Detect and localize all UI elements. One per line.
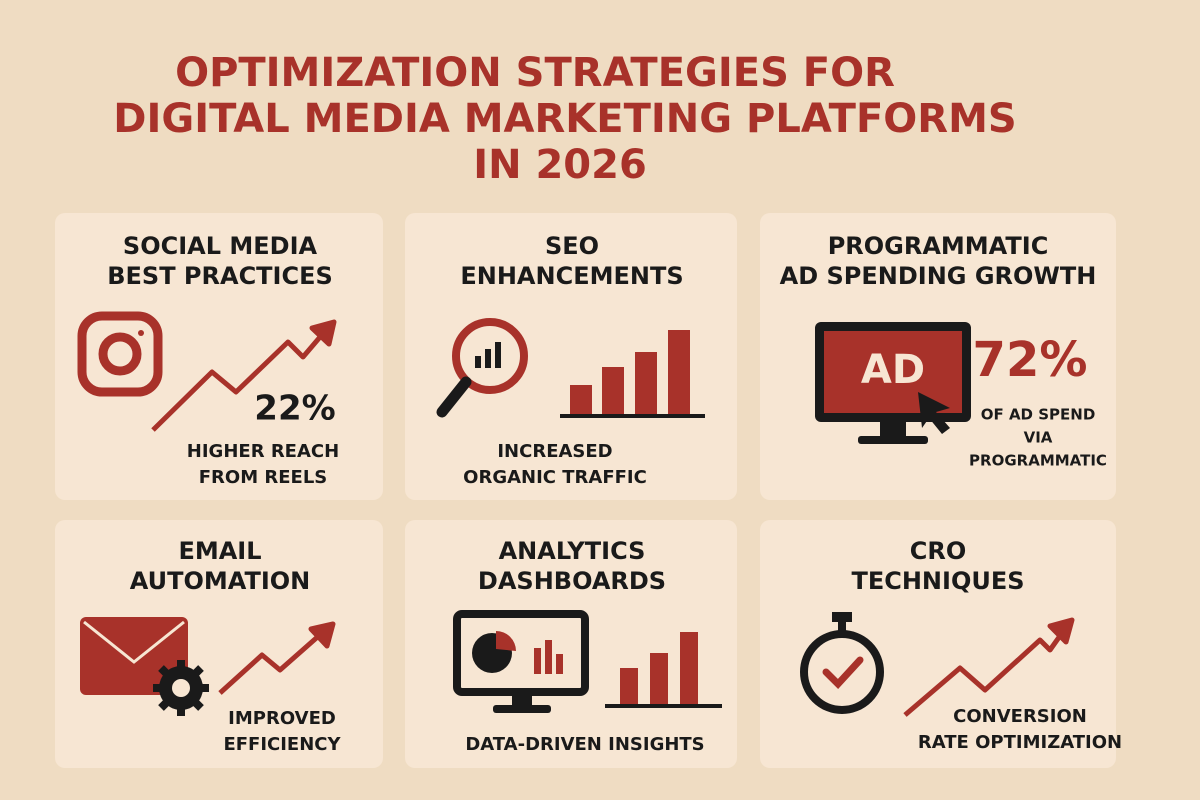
magnifier-icon — [436, 318, 528, 418]
caption: EFFICIENCY — [223, 734, 341, 755]
card — [405, 213, 737, 500]
card — [55, 520, 383, 768]
bar-icon — [560, 330, 705, 418]
monitor-icon — [815, 322, 971, 444]
caption: IMPROVED — [228, 708, 336, 729]
card-title: ENHANCEMENTS — [460, 262, 683, 290]
page-title: IN 2026 — [473, 142, 647, 188]
icon-label: AD — [861, 347, 925, 393]
card-title: AD SPENDING GROWTH — [780, 262, 1097, 290]
stat: 22% — [254, 389, 335, 429]
trend-arrow — [218, 621, 336, 695]
card-title: AUTOMATION — [130, 567, 310, 595]
caption: RATE OPTIMIZATION — [918, 732, 1122, 753]
card-title: SEO — [545, 232, 599, 260]
caption: FROM REELS — [199, 467, 328, 488]
card-title: BEST PRACTICES — [107, 262, 333, 290]
card-title: DASHBOARDS — [478, 567, 666, 595]
email-icon — [80, 617, 209, 716]
card — [55, 213, 383, 500]
caption: ORGANIC TRAFFIC — [463, 467, 647, 488]
card-title: SOCIAL MEDIA — [123, 232, 318, 260]
caption: OF AD SPEND — [981, 406, 1096, 424]
trend-arrow — [903, 617, 1075, 717]
instagram-icon — [77, 311, 163, 397]
page-title: DIGITAL MEDIA MARKETING PLATFORMS — [113, 96, 1016, 142]
trend-arrow — [151, 319, 337, 432]
card-title: TECHNIQUES — [851, 567, 1024, 595]
card-title: CRO — [910, 537, 967, 565]
caption: HIGHER REACH — [187, 441, 339, 462]
page-title: OPTIMIZATION STRATEGIES FOR — [175, 50, 895, 96]
caption: DATA-DRIVEN INSIGHTS — [465, 734, 704, 755]
stopwatch-icon — [800, 612, 884, 714]
card-title: EMAIL — [178, 537, 261, 565]
caption: CONVERSION — [953, 706, 1087, 727]
dashboard-icon — [453, 610, 589, 713]
card-title: PROGRAMMATIC — [828, 232, 1049, 260]
caption: PROGRAMMATIC — [969, 452, 1107, 470]
caption: INCREASED — [497, 441, 612, 462]
card-title: ANALYTICS — [499, 537, 646, 565]
stat: 72% — [973, 332, 1088, 388]
caption: VIA — [1024, 429, 1053, 447]
bar-icon — [605, 632, 722, 708]
